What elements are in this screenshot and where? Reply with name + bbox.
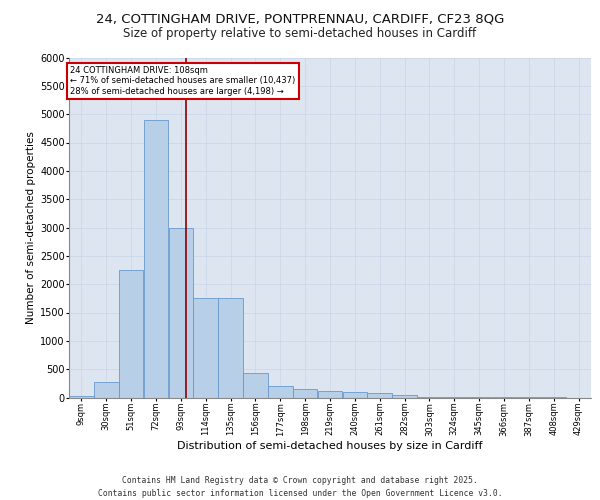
Bar bbox=[144, 120, 168, 398]
Bar bbox=[193, 298, 218, 398]
Text: Contains HM Land Registry data © Crown copyright and database right 2025.
Contai: Contains HM Land Registry data © Crown c… bbox=[98, 476, 502, 498]
Bar bbox=[417, 396, 442, 398]
X-axis label: Distribution of semi-detached houses by size in Cardiff: Distribution of semi-detached houses by … bbox=[177, 441, 483, 451]
Bar bbox=[293, 389, 317, 398]
Text: 24 COTTINGHAM DRIVE: 108sqm
← 71% of semi-detached houses are smaller (10,437)
2: 24 COTTINGHAM DRIVE: 108sqm ← 71% of sem… bbox=[70, 66, 295, 96]
Bar bbox=[243, 373, 268, 398]
Bar bbox=[268, 386, 293, 398]
Text: Size of property relative to semi-detached houses in Cardiff: Size of property relative to semi-detach… bbox=[124, 28, 476, 40]
Bar bbox=[318, 390, 342, 398]
Bar bbox=[169, 228, 193, 398]
Text: 24, COTTINGHAM DRIVE, PONTPRENNAU, CARDIFF, CF23 8QG: 24, COTTINGHAM DRIVE, PONTPRENNAU, CARDI… bbox=[96, 12, 504, 26]
Bar bbox=[69, 396, 94, 398]
Bar bbox=[343, 392, 367, 398]
Bar bbox=[392, 395, 417, 398]
Y-axis label: Number of semi-detached properties: Number of semi-detached properties bbox=[26, 131, 36, 324]
Bar bbox=[119, 270, 143, 398]
Bar bbox=[442, 397, 467, 398]
Bar bbox=[94, 382, 119, 398]
Bar bbox=[218, 298, 243, 398]
Bar bbox=[367, 393, 392, 398]
